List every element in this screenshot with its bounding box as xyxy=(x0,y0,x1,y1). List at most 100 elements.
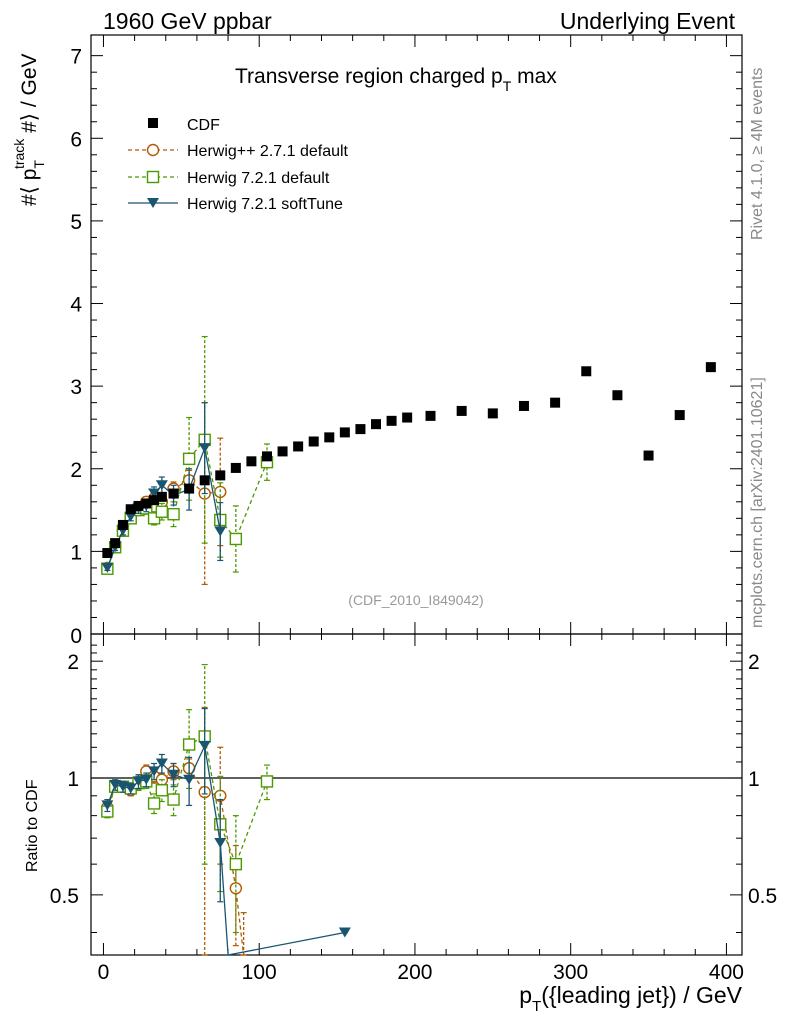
data-point-softtune xyxy=(148,766,161,777)
data-point-softtune xyxy=(183,774,196,785)
data-point-herwig721 xyxy=(182,452,196,466)
ytick-label: 6 xyxy=(70,128,82,151)
y-label-b: #⟩ / GeV xyxy=(18,53,41,138)
data-point-softtune xyxy=(148,488,161,499)
xtick-label: 0 xyxy=(98,961,110,984)
x-label-sub: T xyxy=(532,998,541,1015)
data-point-cdf xyxy=(199,475,210,486)
ratio-ytick-label-right: 2 xyxy=(748,651,760,674)
data-point-cdf xyxy=(487,408,498,419)
data-point-herwig721 xyxy=(229,857,243,871)
main-tick-labels: 1 2 3 4 5 6 7 0 xyxy=(70,46,82,648)
data-point-herwig721 xyxy=(155,505,169,518)
data-point-cdf xyxy=(339,427,350,438)
ratio-y-axis-label: Ratio to CDF xyxy=(24,779,41,872)
ratio-tick-labels: 0.5 1 2 0.5 1 2 0 100 200 300 400 xyxy=(50,651,777,984)
data-point-softtune xyxy=(101,562,114,573)
data-point-cdf xyxy=(246,456,257,467)
legend: CDF Herwig++ 2.7.1 default Herwig 7.2.1 … xyxy=(128,117,349,213)
data-point-cdf xyxy=(705,362,716,373)
plot-title-sub: T xyxy=(503,78,512,94)
x-axis-label: pT({leading jet}) / GeV xyxy=(519,982,742,1015)
analysis-watermark: (CDF_2010_I849042) xyxy=(348,592,483,608)
data-point-softtune xyxy=(132,776,145,787)
data-point-herwig721 xyxy=(147,512,161,525)
plot-title: Transverse region charged pT max xyxy=(235,65,557,94)
data-point-cdf xyxy=(456,405,467,416)
xtick-label: 300 xyxy=(553,961,588,984)
main-series xyxy=(101,335,716,586)
legend-marker-cdf xyxy=(148,118,158,128)
main-panel: 1 2 3 4 5 6 7 0 Transverse region charge… xyxy=(11,34,743,648)
ratio-ytick-label: 0.5 xyxy=(50,885,79,908)
data-point-herwigpp xyxy=(229,882,243,895)
rivet-label: Rivet 4.1.0, ≥ 4M events xyxy=(749,68,766,240)
data-point-softtune xyxy=(124,783,137,794)
data-point-herwig721 xyxy=(229,532,243,546)
ratio-ytick-label-right: 0.5 xyxy=(748,885,777,908)
data-point-softtune xyxy=(155,480,168,491)
ytick-label: 7 xyxy=(70,46,82,69)
ytick-label: 2 xyxy=(70,459,82,482)
data-point-herwig721 xyxy=(167,508,180,521)
data-point-cdf xyxy=(102,548,113,559)
legend-marker-softtune xyxy=(147,198,159,208)
data-point-cdf xyxy=(674,410,685,421)
ratio-ytick-label: 1 xyxy=(67,768,79,791)
data-point-cdf xyxy=(643,450,654,461)
data-point-cdf xyxy=(425,410,436,421)
data-point-softtune xyxy=(140,774,153,785)
xtick-label: 200 xyxy=(397,961,432,984)
legend-marker-herwigpp xyxy=(146,143,160,157)
main-ticks xyxy=(91,35,742,635)
data-point-cdf xyxy=(110,538,121,549)
ytick-label: 1 xyxy=(70,541,82,564)
data-point-herwig721 xyxy=(155,784,169,797)
ratio-series xyxy=(101,663,351,956)
data-point-cdf xyxy=(149,495,160,506)
data-point-cdf xyxy=(324,432,335,443)
header-right: Underlying Event xyxy=(560,8,736,34)
y-label-a: #⟨ p xyxy=(18,169,41,206)
ratio-ytick-label: 2 xyxy=(67,651,79,674)
data-point-cdf xyxy=(230,462,241,473)
ratio-plot-frame xyxy=(90,633,743,956)
ytick-label: 3 xyxy=(70,376,82,399)
ratio-panel: 0.5 1 2 0.5 1 2 0 100 200 300 400 Ratio … xyxy=(24,633,777,1015)
data-point-cdf xyxy=(371,419,382,430)
legend-label-herwigpp: Herwig++ 2.7.1 default xyxy=(187,143,349,160)
xtick-label: 400 xyxy=(709,961,744,984)
xtick-label: 100 xyxy=(242,961,277,984)
data-point-cdf xyxy=(308,436,319,447)
data-point-herwig721 xyxy=(182,738,196,751)
series-line-herwig721 xyxy=(106,735,268,866)
ytick-label-zero: 0 xyxy=(70,625,82,648)
header-left: 1960 GeV ppbar xyxy=(103,8,272,34)
data-point-cdf xyxy=(518,400,529,411)
data-point-cdf xyxy=(402,412,413,423)
data-point-softtune xyxy=(198,443,211,454)
data-point-cdf xyxy=(550,397,561,408)
ratio-ytick-label-right: 1 xyxy=(748,768,760,791)
data-point-cdf xyxy=(277,446,288,457)
legend-label-cdf: CDF xyxy=(187,117,220,134)
data-point-softtune xyxy=(167,769,180,780)
data-point-cdf xyxy=(215,470,226,481)
y-axis-label: #⟨ pTtrack #⟩ / GeV xyxy=(11,53,47,206)
ytick-label: 4 xyxy=(70,294,82,317)
data-point-cdf xyxy=(156,491,167,502)
data-point-cdf xyxy=(261,451,272,462)
data-point-cdf xyxy=(355,424,366,435)
data-point-cdf xyxy=(184,483,195,494)
x-label-b: ({leading jet}) / GeV xyxy=(541,982,742,1008)
x-label-a: p xyxy=(519,982,532,1008)
data-point-softtune xyxy=(338,927,351,938)
data-point-cdf xyxy=(293,441,304,452)
legend-label-herwig721: Herwig 7.2.1 default xyxy=(187,170,330,187)
legend-label-softtune: Herwig 7.2.1 softTune xyxy=(187,196,343,213)
data-point-cdf xyxy=(125,504,136,515)
data-point-herwig721 xyxy=(260,775,274,788)
y-label-sup: track xyxy=(11,138,27,169)
mcplots-label: mcplots.cern.ch [arXiv:2401.10621] xyxy=(749,377,766,628)
